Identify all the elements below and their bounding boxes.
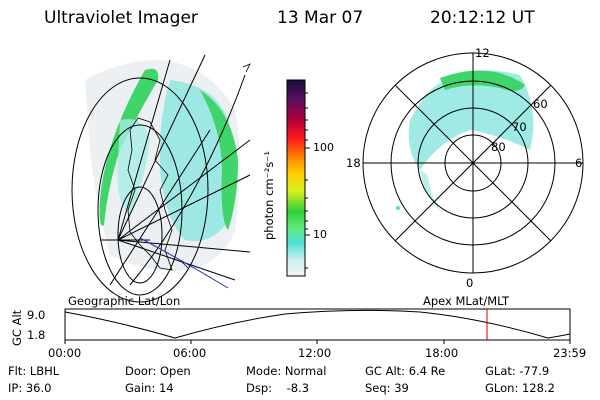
date-label: 13 Mar 07 xyxy=(277,8,364,28)
colorbar xyxy=(286,79,306,277)
altitude-tick-high: 9.0 xyxy=(27,308,46,322)
status-glat: GLat: -77.9 xyxy=(485,364,550,378)
mlt-label-0: 0 xyxy=(466,276,474,290)
status-seq: Seq: 39 xyxy=(365,381,409,395)
time-label: 20:12:12 UT xyxy=(430,8,535,28)
status-ip: IP: 36.0 xyxy=(8,381,52,395)
time-tick-2359: 23:59 xyxy=(553,346,587,360)
status-mode: Mode: Normal xyxy=(246,364,327,378)
status-gain: Gain: 14 xyxy=(125,381,174,395)
colorbar-ticks xyxy=(305,92,310,269)
geographic-panel-label: Geographic Lat/Lon xyxy=(68,294,181,308)
polar-plot xyxy=(362,52,584,274)
altitude-strip xyxy=(64,308,571,344)
colorbar-unit-label: photon cm⁻²s⁻¹ xyxy=(262,151,276,240)
mlt-label-6: 6 xyxy=(575,156,583,170)
time-tick-1200: 12:00 xyxy=(298,346,332,360)
terminator-line xyxy=(139,237,229,289)
time-tick-0000: 00:00 xyxy=(48,346,82,360)
status-flt: Flt: LBHL xyxy=(8,364,60,378)
mlat-label-70: 70 xyxy=(512,120,527,134)
altitude-tick-low: 1.8 xyxy=(27,328,46,342)
mlat-label-60: 60 xyxy=(533,97,548,111)
status-dsp: Dsp: -8.3 xyxy=(246,381,310,395)
colorbar-tick-10: 10 xyxy=(313,228,327,241)
time-tick-1800: 18:00 xyxy=(425,346,459,360)
coastline-antarctica xyxy=(127,117,173,271)
altitude-axis-label: GC Alt xyxy=(10,309,24,346)
apex-panel-label: Apex MLat/MLT xyxy=(423,294,510,308)
colorbar-tick-100: 100 xyxy=(313,141,334,154)
status-gc-alt: GC Alt: 6.4 Re xyxy=(365,364,446,378)
status-door: Door: Open xyxy=(125,364,191,378)
mlt-label-12: 12 xyxy=(475,46,490,60)
coastline-small xyxy=(179,63,251,269)
instrument-title: Ultraviolet Imager xyxy=(44,8,198,28)
mlat-label-80: 80 xyxy=(491,140,506,154)
status-glon: GLon: 128.2 xyxy=(485,381,555,395)
geographic-grid xyxy=(71,54,251,303)
mlt-label-18: 18 xyxy=(346,156,361,170)
time-tick-0600: 06:00 xyxy=(173,346,207,360)
auroral-emission-left xyxy=(85,60,240,271)
